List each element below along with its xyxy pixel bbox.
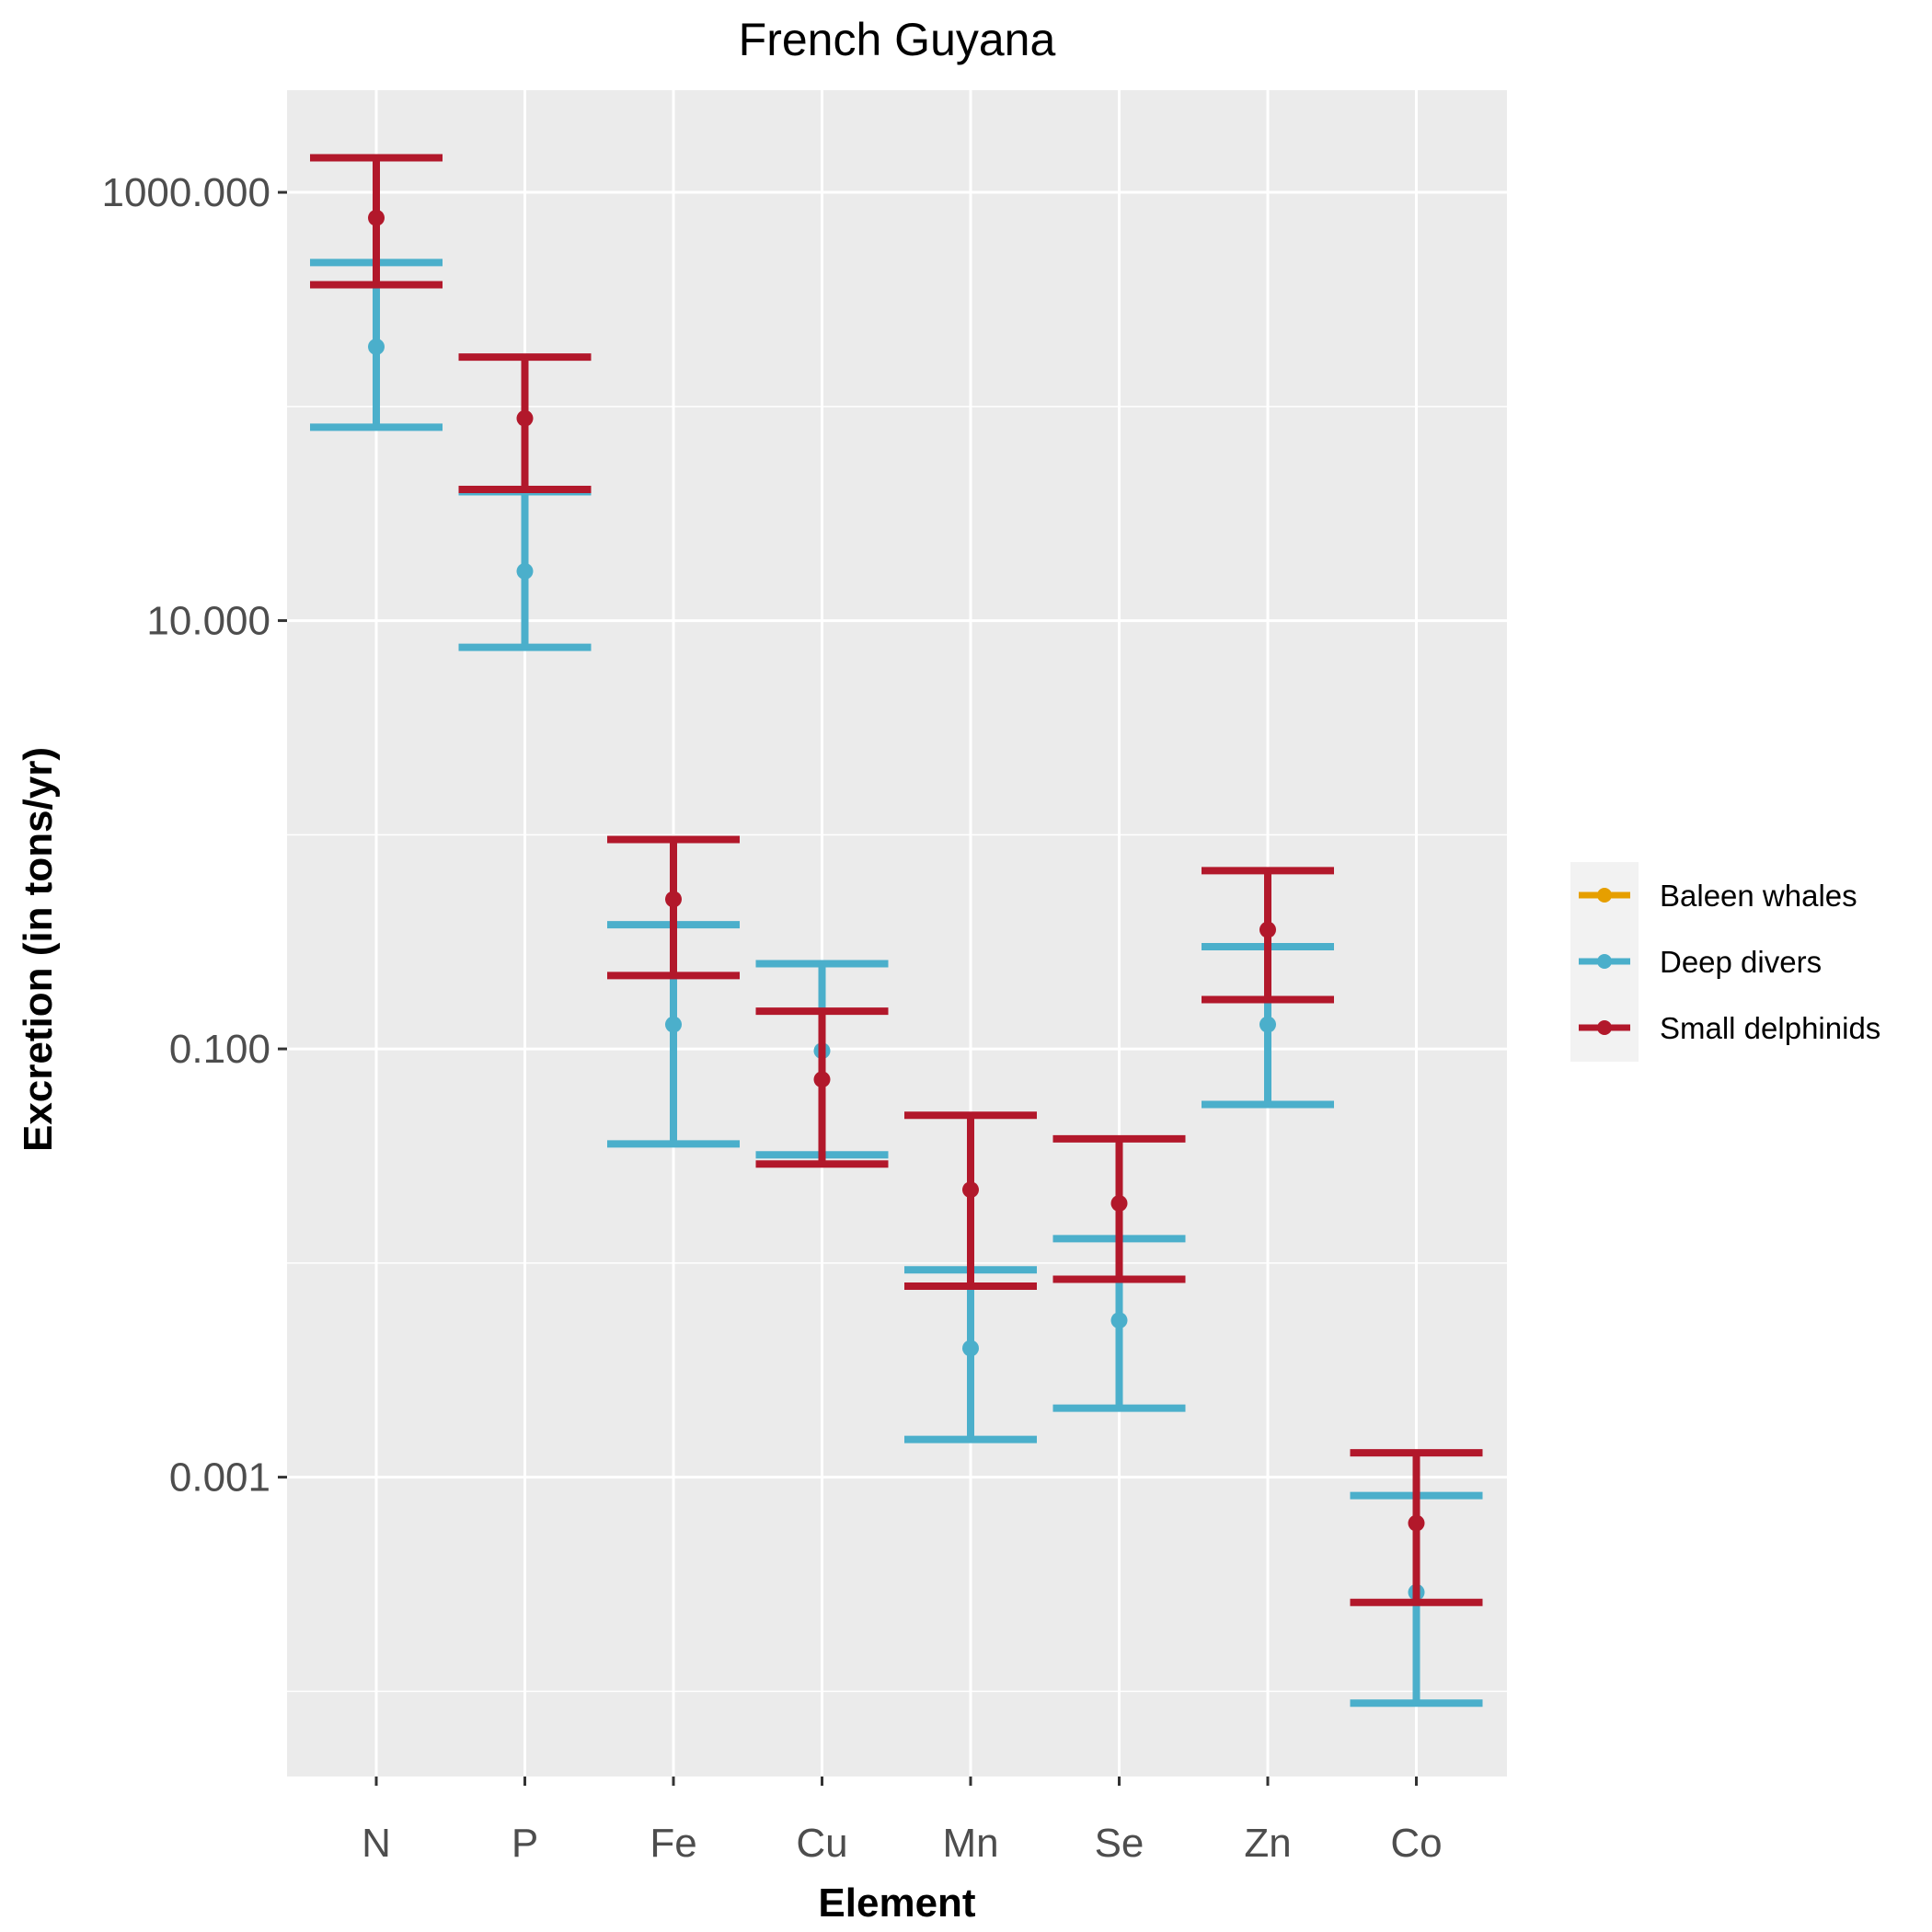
x-axis-title: Element: [818, 1880, 976, 1926]
chart-title: French Guyana: [739, 14, 1056, 65]
y-tick-label: 10.000: [146, 599, 270, 644]
x-tick-label: Cu: [796, 1821, 847, 1866]
plot-panel: [287, 90, 1507, 1777]
data-point: [516, 409, 534, 427]
x-tick-label: Fe: [650, 1821, 696, 1866]
y-tick-label: 0.001: [169, 1455, 270, 1501]
y-tick-label: 0.100: [169, 1027, 270, 1072]
data-point: [665, 1016, 682, 1033]
data-point: [665, 891, 682, 908]
data-point: [1408, 1514, 1425, 1532]
x-tick-label: Zn: [1244, 1821, 1291, 1866]
data-point: [516, 562, 534, 580]
x-tick-label: Mn: [942, 1821, 998, 1866]
data-point: [962, 1340, 979, 1357]
series-small-delphinids: [310, 154, 1483, 1606]
data-point: [368, 209, 385, 226]
legend-label: Deep divers: [1660, 945, 1822, 979]
x-tick-label: P: [512, 1821, 538, 1866]
legend-key-point: [1597, 1020, 1612, 1035]
data-point: [1110, 1194, 1128, 1212]
data-point: [1259, 921, 1276, 938]
y-tick-label: 1000.000: [101, 170, 270, 215]
y-axis-title: Excretion (in tons/yr): [16, 747, 61, 1152]
data-point: [368, 338, 385, 355]
data-point: [1259, 1016, 1276, 1033]
legend: Baleen whales Deep divers Small delphinids: [1570, 862, 1880, 1062]
data-point: [813, 1071, 831, 1088]
grid-lines: [287, 90, 1507, 1777]
x-tick-label: Se: [1095, 1821, 1144, 1866]
data-point: [1110, 1312, 1128, 1329]
axes: 1000.000 10.000 0.100 0.001 N P Fe Cu Mn Se Zn Co: [101, 170, 1442, 1866]
data-series: [310, 154, 1483, 1708]
legend-label: Small delphinids: [1660, 1011, 1880, 1045]
data-point: [962, 1181, 979, 1199]
legend-key-point: [1597, 888, 1612, 903]
legend-key-point: [1597, 954, 1612, 969]
legend-label: Baleen whales: [1660, 879, 1857, 913]
x-tick-label: Co: [1390, 1821, 1442, 1866]
x-tick-label: N: [362, 1821, 391, 1866]
